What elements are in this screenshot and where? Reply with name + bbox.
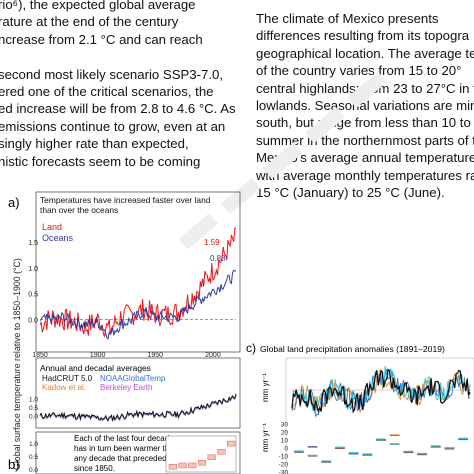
y-axis-label: Global surface temperature relative to 1… [12, 258, 22, 470]
decadal-bar [227, 440, 236, 447]
left-text-line: singly higher rate than expected, [0, 136, 189, 152]
panel-c-ylabel-2: mm yr⁻¹ [261, 423, 270, 452]
right-text-line: with average monthly temperatures rang [256, 167, 474, 183]
y-tick-label: 1.0 [28, 266, 38, 273]
annual-series-line [39, 395, 237, 423]
y-tick-label: 0.0 [28, 318, 38, 325]
decadal-bar [178, 462, 187, 469]
decadal-bar [217, 449, 226, 455]
panel-b-top-frame [35, 357, 241, 429]
panel-a-title-2: than over the oceans [40, 205, 118, 215]
y-tick-label: -20 [279, 462, 289, 469]
panel-a-label: a) [8, 195, 20, 210]
left-text-line: ered one of the critical scenarios, the [0, 83, 214, 99]
y-tick-label: 0 [284, 446, 288, 453]
y-tick-label: 10 [281, 438, 289, 445]
y-tick-label: 0.5 [29, 405, 38, 412]
left-text-line: ncrease from 2.1 °C and can reach [0, 31, 203, 47]
y-tick-label: -30 [279, 470, 289, 474]
legend-oceans: Oceans [42, 233, 74, 243]
left-text-line: emissions continue to grow, even at an [0, 118, 226, 134]
legend-kadow: Kadow et al. [42, 383, 86, 392]
left-text-line: rio⁶), the expected global average [0, 0, 196, 12]
series-line-land [39, 227, 237, 338]
inset-text-4: since 1850. [74, 464, 115, 473]
panel-c-ylabel-1: mm yr⁻¹ [261, 373, 270, 402]
precip-series-line [291, 368, 471, 414]
y-tick-label: 0.0 [29, 467, 38, 474]
decadal-bar [188, 462, 197, 469]
left-text-line: rature at the end of the century [0, 14, 179, 30]
inset-text-2: has in turn been warmer than [74, 444, 178, 453]
right-text-line: Mexico's average annual temperature is [256, 150, 474, 166]
y-tick-label: 1.0 [29, 397, 38, 404]
land-value: 1.59 [204, 238, 220, 247]
y-tick-label: 30 [281, 422, 289, 429]
legend-berkeley: Berkeley Earth [100, 383, 152, 392]
right-text-line: lowlands. Seasonal variations are mini [256, 97, 474, 113]
panel-b-label: b) [8, 457, 20, 472]
annual-series-line [39, 394, 237, 422]
right-text-line: differences resulting from its topogra [256, 28, 470, 44]
x-tick-label: 1950 [148, 352, 164, 359]
right-text-line: 15 °C (January) to 25 °C (June). [256, 184, 445, 200]
y-tick-label: 0.0 [29, 414, 38, 421]
panel-a-plot: 0.0 0.5 1.0 1.5 1850 1900 1950 2000 [28, 227, 237, 359]
panel-b-title: Annual and decadal averages [40, 363, 151, 373]
y-tick-label: -10 [279, 454, 289, 461]
panel-b-plot: 0.0 0.51.0 [29, 393, 237, 423]
left-text-line: second most likely scenario SSP3-7.0, [0, 66, 224, 82]
panel-c-label: c) [246, 341, 256, 355]
decadal-bar [207, 454, 216, 460]
right-text-line: of the country varies from 15 to 20° [256, 63, 462, 79]
right-text-line: geographical location. The average tem [256, 45, 474, 61]
annual-series-line [39, 393, 237, 422]
decadal-bar [197, 459, 207, 466]
panel-c-frame [285, 357, 474, 474]
y-tick-label: 1.0 [29, 441, 38, 448]
y-tick-label: 0.5 [28, 292, 38, 299]
legend-noaa: NOAAGlobalTemp [100, 374, 166, 383]
left-text-line: nistic forecasts seem to be coming [0, 153, 201, 169]
right-text-line: The climate of Mexico presents [256, 11, 439, 26]
x-tick-label: 1850 [32, 352, 48, 359]
panel-b-decadal-plot: 0.0 0.5 1.0 [29, 435, 237, 474]
ocean-value: 0.88 [210, 254, 226, 263]
y-tick-label: 20 [281, 430, 289, 437]
inset-text-3: any decade that preceded it [74, 454, 174, 463]
y-tick-label: 0.5 [29, 454, 38, 461]
legend-hadcrut: HadCRUT 5.0 [42, 374, 93, 383]
left-text-column: rio⁶), the expected global average rature… [0, 0, 236, 170]
x-tick-label: 2000 [205, 352, 221, 359]
panel-a-title-1: Temperatures have increased faster over … [40, 195, 211, 205]
panel-b-bottom-frame [35, 431, 241, 474]
y-tick-label: 1.5 [28, 240, 38, 247]
legend-land: Land [42, 222, 62, 232]
right-text-line: south, but range from less than 10 to [256, 115, 471, 131]
panel-c-title: Global land precipitation anomalies (189… [260, 344, 445, 354]
left-text-line: ed increase will be from 2.8 to 4.6 °C. … [0, 101, 236, 117]
x-tick-label: 1900 [90, 352, 106, 359]
panel-a-frame [35, 191, 241, 353]
series-line-oceans [39, 269, 237, 340]
decadal-bar [168, 464, 177, 470]
inset-text-1: Each of the last four decades [74, 434, 178, 443]
